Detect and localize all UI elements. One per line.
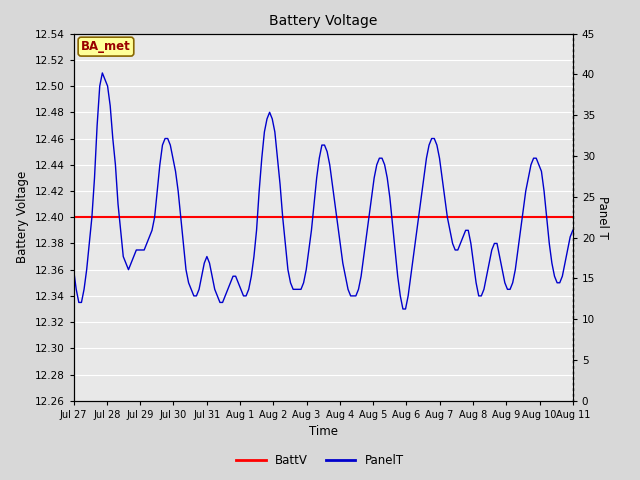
Legend: BattV, PanelT: BattV, PanelT xyxy=(232,449,408,472)
Y-axis label: Panel T: Panel T xyxy=(596,196,609,239)
Y-axis label: Battery Voltage: Battery Voltage xyxy=(16,171,29,264)
Title: Battery Voltage: Battery Voltage xyxy=(269,14,378,28)
X-axis label: Time: Time xyxy=(308,425,338,438)
Text: BA_met: BA_met xyxy=(81,40,131,53)
